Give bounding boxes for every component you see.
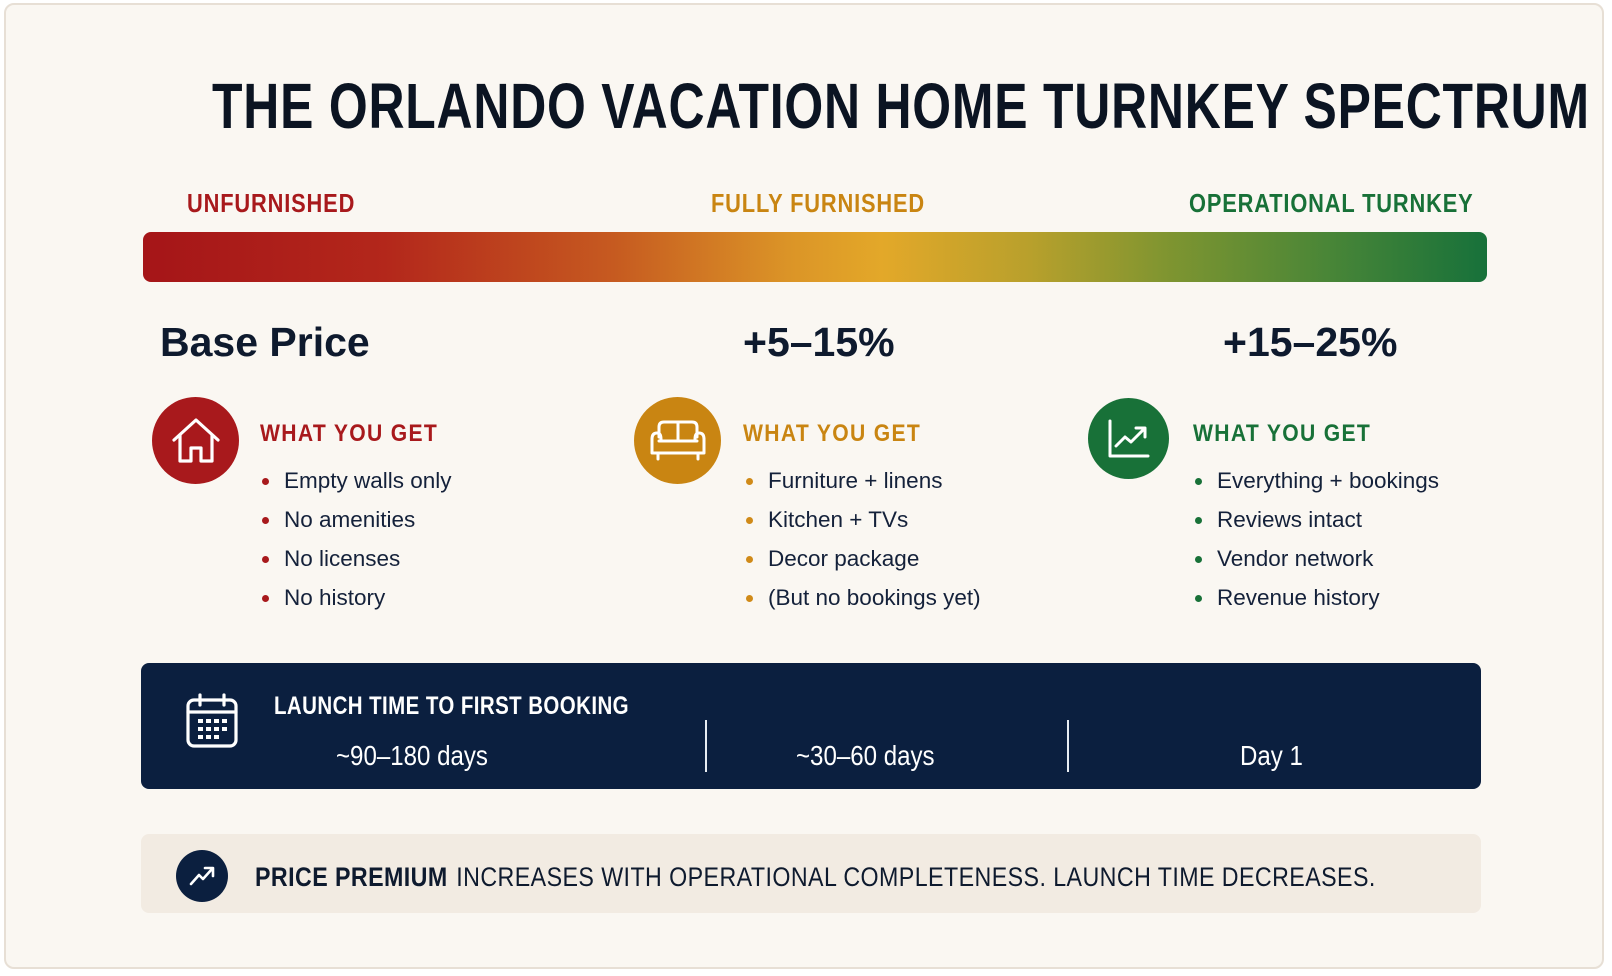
launch-time-operational-turnkey: Day 1 <box>1240 740 1303 771</box>
list-item: Vendor network <box>1193 544 1439 583</box>
summary-note-emphasis: PRICE PREMIUM <box>255 862 448 892</box>
summary-note-body: INCREASES WITH OPERATIONAL COMPLETENESS.… <box>456 862 1376 892</box>
list-item: Reviews intact <box>1193 505 1439 544</box>
summary-note-text: PRICE PREMIUM INCREASES WITH OPERATIONAL … <box>255 863 1376 891</box>
page-title: THE ORLANDO VACATION HOME TURNKEY SPECTR… <box>212 70 1590 142</box>
list-item: No history <box>260 583 452 622</box>
what-you-get-heading-fully-furnished: WHAT YOU GET <box>743 420 922 447</box>
launch-time-band <box>141 663 1481 789</box>
list-item: No amenities <box>260 505 452 544</box>
list-item: (But no bookings yet) <box>744 583 981 622</box>
bullet-dot <box>746 595 753 602</box>
trending-up-icon <box>176 850 228 902</box>
price-unfurnished: Base Price <box>160 319 370 365</box>
stage-label-operational-turnkey: OPERATIONAL TURNKEY <box>1189 188 1474 218</box>
spectrum-gradient-bar <box>143 232 1487 282</box>
summary-note-panel <box>141 834 1481 913</box>
list-item: Kitchen + TVs <box>744 505 981 544</box>
list-item: Revenue history <box>1193 583 1439 622</box>
launch-time-unfurnished: ~90–180 days <box>336 740 488 771</box>
feature-list-operational-turnkey: Everything + bookings Reviews intact Ven… <box>1193 466 1439 622</box>
list-item: No licenses <box>260 544 452 583</box>
sofa-icon <box>634 397 721 484</box>
bullet-dot <box>1195 517 1202 524</box>
chart-trending-up-icon <box>1088 398 1169 479</box>
bullet-dot <box>262 556 269 563</box>
bullet-dot <box>1195 556 1202 563</box>
bullet-dot <box>746 478 753 485</box>
infographic-card <box>4 3 1604 969</box>
bullet-dot <box>262 595 269 602</box>
bullet-dot <box>262 517 269 524</box>
feature-list-fully-furnished: Furniture + linens Kitchen + TVs Decor p… <box>744 466 981 622</box>
list-item: Furniture + linens <box>744 466 981 505</box>
launch-time-fully-furnished: ~30–60 days <box>796 740 935 771</box>
bullet-dot <box>1195 478 1202 485</box>
house-icon <box>152 397 239 484</box>
stage-label-unfurnished: UNFURNISHED <box>187 188 356 218</box>
bullet-dot <box>746 517 753 524</box>
column-divider <box>705 720 707 772</box>
column-divider <box>1067 720 1069 772</box>
list-item: Decor package <box>744 544 981 583</box>
feature-list-unfurnished: Empty walls only No amenities No license… <box>260 466 452 622</box>
price-operational-turnkey: +15–25% <box>1223 319 1398 365</box>
calendar-icon <box>185 692 239 749</box>
launch-band-title: LAUNCH TIME TO FIRST BOOKING <box>274 692 630 720</box>
stage-label-fully-furnished: FULLY FURNISHED <box>711 188 926 218</box>
list-item: Empty walls only <box>260 466 452 505</box>
what-you-get-heading-unfurnished: WHAT YOU GET <box>260 420 439 447</box>
bullet-dot <box>262 478 269 485</box>
list-item: Everything + bookings <box>1193 466 1439 505</box>
price-fully-furnished: +5–15% <box>743 319 895 365</box>
bullet-dot <box>1195 595 1202 602</box>
what-you-get-heading-operational-turnkey: WHAT YOU GET <box>1193 420 1372 447</box>
bullet-dot <box>746 556 753 563</box>
